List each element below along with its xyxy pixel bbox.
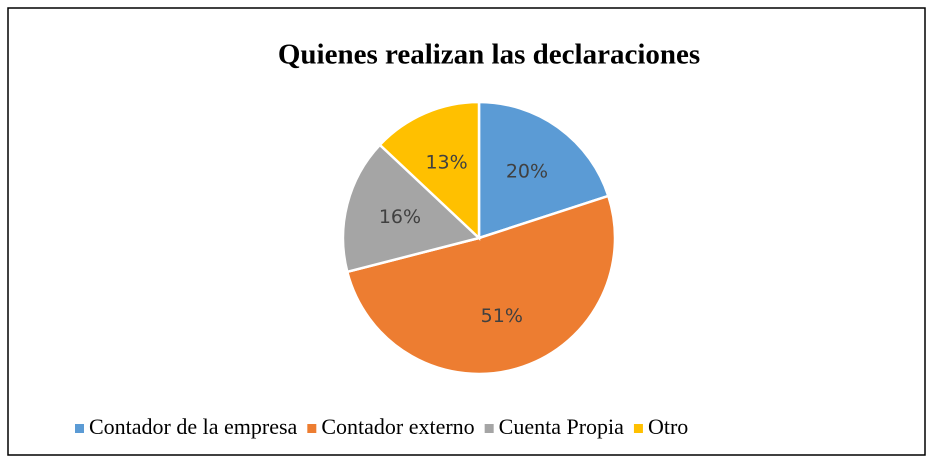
legend-label: Contador de la empresa	[89, 414, 298, 439]
legend-swatch	[633, 424, 643, 433]
legend-swatch	[484, 424, 494, 433]
data-label: 51%	[481, 305, 523, 327]
legend-label: Cuenta Propia	[499, 414, 624, 439]
data-label: 16%	[379, 206, 421, 228]
pie-slice	[378, 100, 481, 241]
chart-title: Quienes realizan las declaraciones	[278, 39, 700, 71]
legend-swatch	[307, 424, 317, 433]
data-label: 20%	[506, 160, 548, 182]
legend-label: Contador externo	[321, 414, 474, 439]
legend-label: Otro	[648, 414, 688, 439]
legend-swatch	[75, 424, 84, 433]
pie-slice	[341, 143, 482, 274]
pie-slice	[345, 194, 617, 376]
data-label: 13%	[425, 152, 467, 174]
pie-slice	[477, 100, 610, 240]
